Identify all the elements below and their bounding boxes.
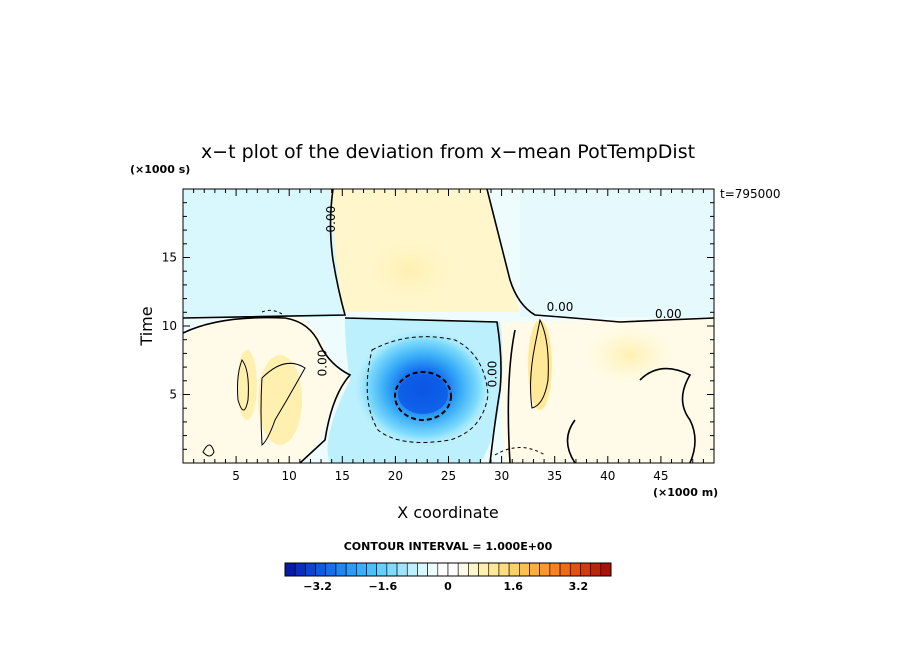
- negative-contour-outer: [366, 336, 489, 443]
- colorbar-swatch: [498, 562, 510, 577]
- colorbar-swatch: [580, 562, 591, 577]
- right-warm-blob: [585, 325, 675, 385]
- colorbar-swatch: [508, 562, 520, 577]
- time-annotation: t=795000: [720, 187, 781, 201]
- contour-interval-text: CONTOUR INTERVAL = 1.000E+00: [344, 540, 553, 553]
- x-tick-label: 45: [653, 469, 668, 483]
- colorbar-swatch: [488, 562, 500, 577]
- colorbar-tick-label: 0: [444, 580, 452, 593]
- positive-contour-right: [530, 318, 549, 409]
- x-tick-label: 35: [547, 469, 562, 483]
- colorbar-swatch: [356, 562, 367, 577]
- colorbar-swatch: [345, 562, 357, 577]
- contour-label: 0.00: [324, 206, 338, 233]
- colorbar-swatch: [305, 562, 316, 577]
- contour-label: 0.00: [547, 300, 574, 314]
- chart-title: x−t plot of the deviation from x−mean Po…: [201, 141, 695, 163]
- colorbar-swatch: [406, 562, 418, 577]
- x-axis-ticks: 5 10 15 20 25 30 35 40 45: [232, 189, 669, 483]
- x-unit-label: (×1000 m): [653, 486, 718, 499]
- colorbar-swatch: [559, 562, 571, 577]
- colorbar-swatch: [366, 562, 377, 577]
- colorbar-swatch: [447, 562, 459, 577]
- cold-core-center: [398, 374, 448, 414]
- x-axis-label: X coordinate: [397, 503, 498, 522]
- x-tick-label: 40: [600, 469, 615, 483]
- colorbar-swatch: [315, 562, 327, 577]
- negative-contour-bottom: [494, 447, 546, 456]
- colorbar-swatch: [468, 562, 479, 577]
- colorbar-swatch: [386, 562, 398, 577]
- colorbar-swatch: [427, 562, 439, 577]
- colorbar-swatch: [529, 562, 540, 577]
- colorbar-swatch: [549, 562, 561, 577]
- y-axis-label: Time: [137, 306, 156, 346]
- x-tick-label: 5: [232, 469, 240, 483]
- left-warm-streak-small: [237, 350, 257, 420]
- x-tick-label: 30: [494, 469, 509, 483]
- colorbar-swatch: [478, 562, 490, 577]
- y-tick-label: 5: [169, 388, 177, 402]
- colorbar-labels: −3.2 −1.6 0 1.6 3.2: [303, 580, 588, 593]
- x-tick-label: 15: [335, 469, 350, 483]
- colorbar-swatch: [600, 562, 612, 577]
- colorbar-swatch: [457, 562, 469, 577]
- negative-contour-small: [261, 309, 283, 315]
- colorbar-swatch: [437, 562, 449, 577]
- upper-right-cool-region: [520, 189, 714, 317]
- colorbar-swatch: [325, 562, 337, 577]
- colorbar-tick-label: 1.6: [503, 580, 523, 593]
- colorbar-swatch: [284, 562, 296, 577]
- upper-cool-region: [183, 189, 343, 317]
- small-positive-contour: [202, 444, 215, 457]
- colorbar-swatch: [569, 562, 581, 577]
- x-tick-label: 20: [388, 469, 403, 483]
- colorbar: [284, 562, 612, 577]
- zero-contour-lower-right: [507, 329, 696, 463]
- colorbar-tick-label: −3.2: [303, 580, 332, 593]
- negative-contour-inner: [394, 371, 452, 421]
- contour-label: 0.00: [485, 361, 499, 388]
- upper-warm-core: [355, 230, 465, 310]
- zero-contour-lower-left: [183, 316, 352, 463]
- colorbar-swatch: [417, 562, 428, 577]
- plot-area: 0.00 0.00 0.00 0.00 0.00: [183, 189, 714, 463]
- colorbar-swatch: [539, 562, 551, 577]
- contour-label: 0.00: [315, 350, 329, 377]
- x-tick-label: 25: [441, 469, 456, 483]
- colorbar-tick-label: −1.6: [368, 580, 397, 593]
- zero-contour-right: [486, 189, 714, 323]
- y-tick-label: 15: [162, 251, 177, 265]
- colorbar-swatch: [376, 562, 388, 577]
- colorbar-swatch: [294, 562, 306, 577]
- left-warm-streak: [258, 355, 302, 445]
- zero-contour-mid: [344, 317, 502, 463]
- zero-contour-left: [183, 189, 347, 319]
- colorbar-swatch: [590, 562, 602, 577]
- colorbar-tick-label: 3.2: [569, 580, 589, 593]
- x-tick-label: 10: [282, 469, 297, 483]
- contour-labels: 0.00 0.00 0.00 0.00 0.00: [315, 206, 681, 388]
- colorbar-frame: [284, 562, 612, 577]
- positive-contour-left: [237, 359, 306, 447]
- y-axis-ticks: 5 10 15: [162, 251, 714, 402]
- y-unit-label: (×1000 s): [130, 163, 190, 176]
- colorbar-swatch: [335, 562, 347, 577]
- colorbar-swatch: [396, 562, 408, 577]
- colorbar-swatch: [519, 562, 530, 577]
- contour-label: 0.00: [655, 307, 682, 321]
- y-tick-label: 10: [162, 319, 177, 333]
- minor-ticks: [183, 189, 714, 463]
